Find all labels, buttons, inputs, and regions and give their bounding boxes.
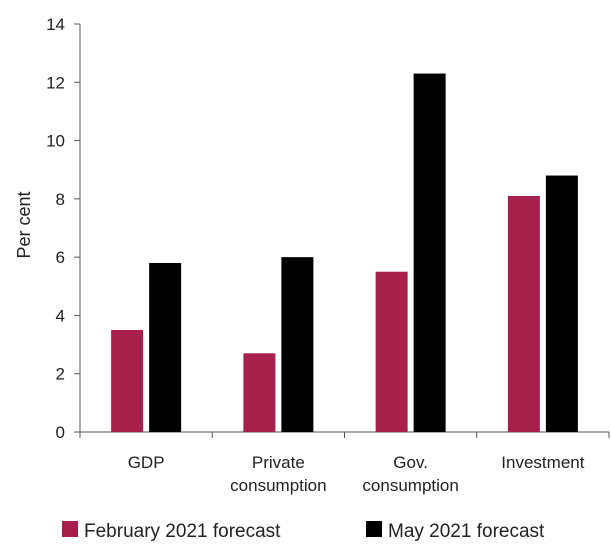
x-category-label: consumption — [362, 476, 458, 495]
x-category-label: GDP — [128, 453, 165, 472]
bar-may-2 — [413, 73, 446, 433]
y-tick-label: 8 — [56, 190, 65, 209]
y-tick-label: 2 — [56, 365, 65, 384]
y-tick-label: 0 — [56, 423, 65, 442]
y-tick-label: 14 — [46, 15, 65, 34]
legend-label: February 2021 forecast — [84, 521, 281, 542]
bar-february-3 — [507, 195, 540, 432]
y-tick-label: 6 — [56, 248, 65, 267]
bar-february-0 — [111, 330, 144, 432]
legend-label: May 2021 forecast — [388, 521, 545, 542]
x-axis-labels: GDP Private consumption Gov. consumption Inve… — [79, 432, 610, 495]
bar-february-2 — [375, 271, 408, 432]
legend-swatch — [366, 521, 382, 537]
legend: February 2021 forecast May 2021 forecast — [62, 521, 545, 542]
bars — [111, 73, 578, 433]
y-axis-title-group: Per cent — [14, 191, 34, 258]
y-ticks: 0 2 4 6 8 10 12 14 — [46, 15, 80, 442]
legend-swatch — [62, 521, 78, 537]
bar-may-0 — [149, 262, 182, 432]
x-category-label: Investment — [501, 453, 584, 472]
y-tick-label: 10 — [46, 132, 65, 151]
y-tick-label: 4 — [56, 306, 65, 325]
bar-february-1 — [243, 353, 276, 432]
x-category-label: Private — [252, 453, 305, 472]
bar-may-3 — [545, 175, 578, 433]
bar-may-1 — [281, 257, 314, 432]
x-category-label: consumption — [230, 476, 326, 495]
x-category-label: Gov. — [393, 453, 428, 472]
y-axis-title: Per cent — [14, 191, 34, 258]
y-tick-label: 12 — [46, 73, 65, 92]
